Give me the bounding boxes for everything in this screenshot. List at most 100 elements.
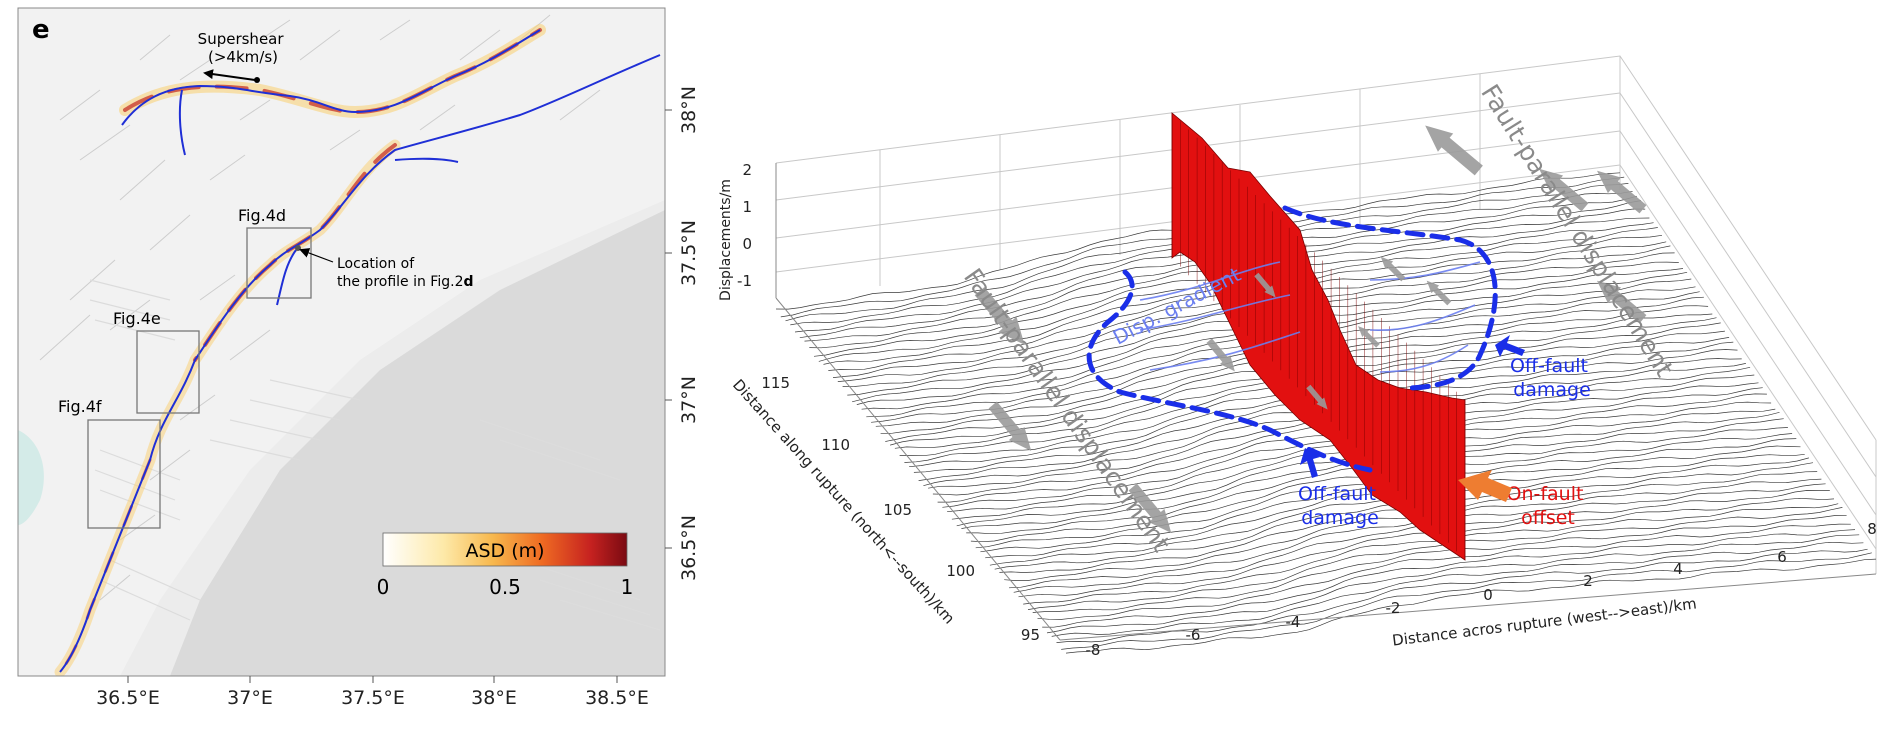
y-axis-label: Distance along rupture (north<--south)/k… [729,376,958,628]
profile-line [1061,552,1872,650]
on-fault-offset-label: On-fault offset [1506,483,1589,529]
fig4f-label: Fig.4f [58,397,102,416]
x-tick-label: 2 [1583,572,1593,590]
profile-line [1051,541,1864,637]
fault-parallel-arrow [1358,326,1380,348]
z-tick-label: 0 [742,235,752,253]
profile-line [1056,548,1868,643]
off-fault-damage-left: Off-fault damage [1298,483,1382,529]
map-panel: e Supershear (>4km/s) Fig.4d Fig.4e Fig.… [17,7,700,709]
colorbar-gradient [382,532,628,567]
fig4d-label: Fig.4d [238,206,286,225]
panel-letter: e [32,15,50,45]
rupture-traces [59,29,661,673]
y-tick-label: 105 [883,501,912,519]
box-frame [775,55,1877,574]
lon-tick-label: 36.5°E [96,687,160,709]
fig4e-box [136,330,200,414]
fig4f-box [87,419,161,529]
z-axis-label: Displacements/m [718,179,734,301]
trace-north [121,29,541,126]
supershear-marker [254,77,260,83]
z-axis: 2 1 0 -1 Displacements/m [718,161,777,301]
colorbar-tick: 0 [377,575,390,599]
fault-parallel-arrow [974,287,1025,345]
fault-parallel-arrow [1425,125,1483,176]
profile-line [1037,523,1851,620]
gradient-contours [1139,261,1481,373]
x-tick-label: 0 [1483,586,1493,604]
y-tick-label: 115 [761,374,790,392]
x-tick-label: 6 [1777,548,1787,566]
surface-panel: 2 1 0 -1 Displacements/m 115 110 105 100… [718,55,1877,659]
off-fault-damage-right: Off-fault damage [1510,355,1594,401]
lat-tick-label: 38°N [678,86,700,134]
z-tick-label: 1 [742,198,752,216]
supershear-label: Supershear (>4km/s) [198,30,289,66]
hillshade-texture [39,14,601,601]
map-frame [17,7,666,677]
y-tick-label: 95 [1021,626,1040,644]
lat-tick-label: 36.5°N [678,515,700,581]
supershear-arrow [203,69,256,81]
x-tick-label: -4 [1286,613,1301,631]
damage-arrow-right [1495,335,1525,357]
damage-arrow-left [1300,448,1320,478]
fault-parallel-arrow [1539,168,1589,212]
colorbar: ASD (m) 0 0.5 1 [377,532,634,599]
fault-parallel-arrows [974,125,1647,533]
fault-parallel-arrow [1128,483,1172,533]
lon-tick-label: 37°E [227,687,273,709]
trace-short-branch [276,249,297,306]
lat-tick-label: 37°N [678,376,700,424]
fault-parallel-arrow [1426,280,1452,306]
lat-tick-label: 37.5°N [678,220,700,286]
x-tick-label: 4 [1673,560,1683,578]
fault-parallel-arrow [988,401,1032,451]
x-tick-label: -2 [1386,599,1401,617]
colorbar-tick: 0.5 [489,575,521,599]
profile-line [1065,558,1877,654]
colorbar-title: ASD (m) [465,540,544,562]
fault-parallel-arrow [1206,338,1235,372]
trace-east-main [59,54,661,673]
x-tick-label: -6 [1186,626,1201,644]
lon-tick-label: 38.5°E [585,687,649,709]
hillshade-band [18,8,665,676]
y-tick-label: 100 [946,562,975,580]
profile-line [1042,529,1856,628]
damage-pointer-arrows [1300,335,1525,478]
lat-axis: 38°N 37.5°N 37°N 36.5°N [665,86,700,581]
fault-parallel-arrow [1306,384,1328,410]
lake [18,430,44,525]
profile-line [1023,503,1839,605]
profile-line [1046,534,1860,634]
lon-axis: 36.5°E 37°E 37.5°E 38°E 38.5°E [96,676,649,709]
z-tick-label: -1 [737,272,752,290]
fig4d-box [246,227,312,299]
z-tick-label: 2 [742,161,752,179]
location-arrow [299,248,334,263]
fault-parallel-arrow [1597,170,1647,214]
fault-parallel-arrow [1597,280,1647,324]
location-label: Location of the profile in Fig.2d [337,256,474,290]
offset-arrow [1458,470,1512,502]
profile-line [1027,507,1843,610]
profile-location-marker [295,245,301,251]
y-tick-label: 110 [821,436,850,454]
fig4e-label: Fig.4e [113,309,161,328]
damage-zone-outline [1086,205,1498,473]
fault-parallel-label-right: Fault-parallel displacement [1475,79,1679,382]
lon-tick-label: 38°E [471,687,517,709]
x-tick-label: 8 [1867,520,1877,538]
lon-tick-label: 37.5°E [341,687,405,709]
colorbar-tick: 1 [621,575,634,599]
trace-east-branch [394,157,459,163]
fault-parallel-arrow [1380,256,1406,282]
profile-line [1032,514,1847,613]
x-tick-label: -8 [1086,641,1101,659]
fault-parallel-arrow [1254,272,1276,298]
fault-wall-hatch [1171,113,1466,560]
x-axis-label: Distance acros rupture (west-->east)/km [1391,594,1697,649]
